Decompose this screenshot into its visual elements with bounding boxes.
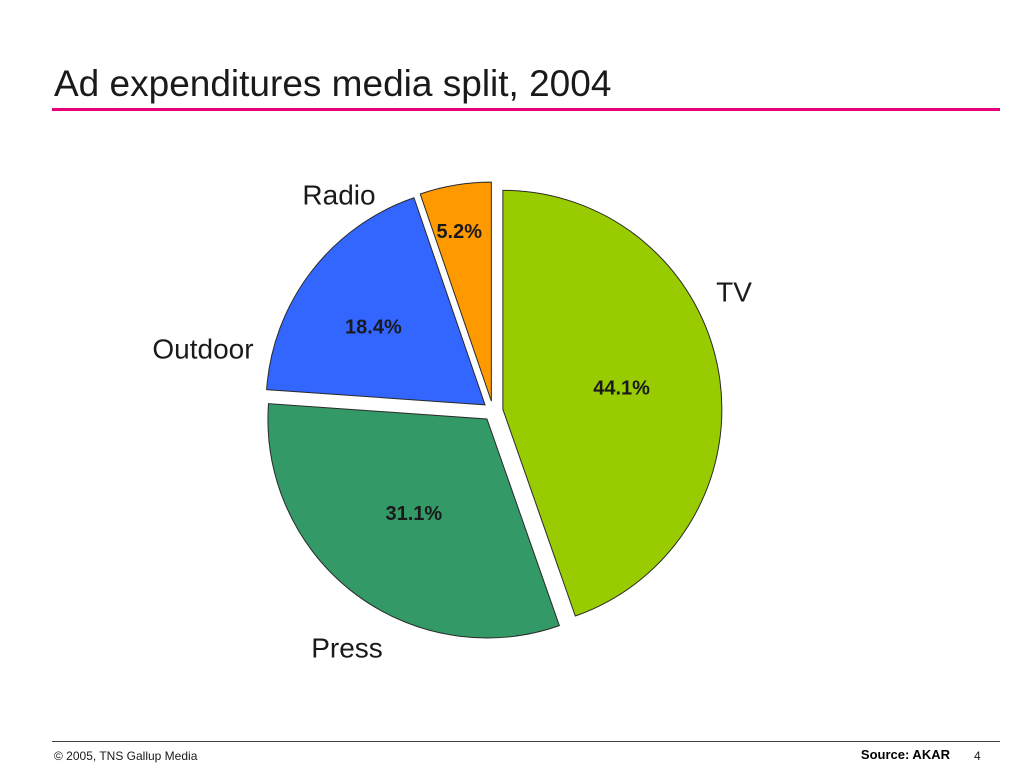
pie-slice-press: [267, 403, 560, 639]
data-label-radio: 5.2%: [436, 221, 482, 243]
pie-slice-radio: [419, 181, 492, 402]
footer-source: Source: AKAR: [860, 747, 950, 762]
slide-title: Ad expenditures media split, 2004: [54, 63, 612, 104]
data-label-press: 31.1%: [386, 503, 443, 525]
title-underline: [52, 108, 1000, 111]
category-label-outdoor: Outdoor: [152, 333, 253, 364]
pie-slice-tv: [502, 189, 723, 617]
data-label-outdoor: 18.4%: [345, 316, 402, 338]
pie-slice-outdoor: [266, 197, 486, 406]
page-number: 4: [974, 749, 981, 763]
pie-chart: 44.1% TV 31.1% Press 18.4% Outdoor 5.2% Radio: [152, 179, 752, 663]
category-label-tv: TV: [716, 276, 752, 307]
category-label-radio: Radio: [302, 179, 375, 210]
data-label-tv: 44.1%: [593, 377, 650, 399]
category-label-press: Press: [311, 632, 383, 663]
footer-copyright: © 2005, TNS Gallup Media: [54, 749, 198, 763]
footer-divider: [52, 741, 1000, 742]
